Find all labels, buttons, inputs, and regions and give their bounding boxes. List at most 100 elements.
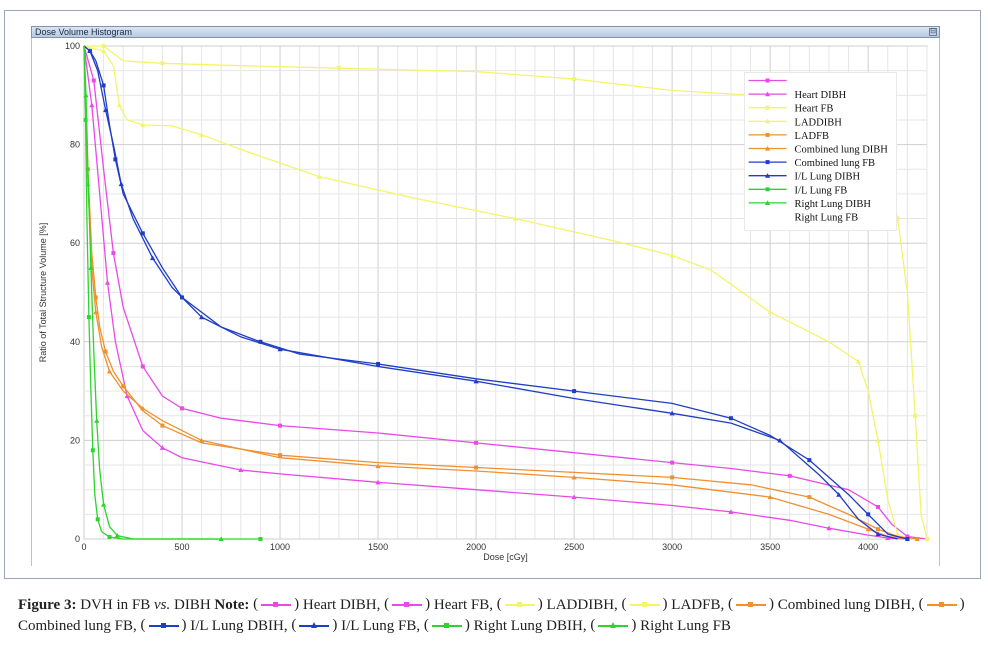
data-point <box>807 458 812 463</box>
y-tick-label: 100 <box>65 41 80 51</box>
data-point <box>101 48 107 54</box>
series-7 <box>83 45 898 540</box>
data-point <box>150 255 156 261</box>
data-point <box>765 78 770 83</box>
data-point <box>875 531 881 537</box>
x-tick-label: 500 <box>175 542 190 552</box>
data-point <box>670 460 675 465</box>
legend-entry <box>748 78 787 83</box>
x-tick-label: 2500 <box>564 542 584 552</box>
caption-item: Heart DIBH, <box>253 594 384 615</box>
data-point <box>160 61 165 66</box>
legend-label: Right Lung DIBH <box>795 199 872 210</box>
data-point <box>915 537 920 541</box>
data-point <box>473 378 479 384</box>
legend-label: Heart FB <box>795 104 834 115</box>
data-point <box>113 157 118 162</box>
caption-swatch <box>919 594 965 615</box>
data-point <box>258 537 263 541</box>
data-point <box>103 349 108 354</box>
legend-entry: Combined lung FB <box>748 158 876 169</box>
caption-text-2: DIBH <box>173 597 211 613</box>
figure-caption: Figure 3: DVH in FB vs. DIBH Note: Heart… <box>18 594 973 637</box>
legend-box <box>744 72 898 232</box>
x-tick-label: 3500 <box>760 542 780 552</box>
data-point <box>728 416 733 421</box>
swatch-marker <box>747 602 753 607</box>
data-point <box>765 105 770 110</box>
y-tick-label: 80 <box>70 140 80 150</box>
data-point <box>512 215 518 221</box>
x-tick-label: 2000 <box>466 542 486 552</box>
data-point <box>118 181 124 187</box>
swatch-marker <box>160 623 166 628</box>
caption-item: LADDIBH, <box>497 594 622 615</box>
dvh-window-titlebar: Dose Volume Histogram ⊟ <box>31 26 940 38</box>
data-point <box>140 122 146 127</box>
data-point <box>199 314 205 320</box>
data-point <box>87 48 93 54</box>
series-line <box>83 45 928 540</box>
caption-item-label: Combined lung FB, <box>18 618 141 634</box>
caption-item-label: Right Lung DBIH, <box>469 618 591 634</box>
data-point <box>86 315 91 320</box>
data-point <box>572 77 577 82</box>
data-point <box>375 463 381 469</box>
legend-entry: Right Lung FB <box>795 213 859 224</box>
caption-item: Combined lung DIBH, <box>728 594 919 615</box>
data-point <box>669 252 675 258</box>
caption-item: Right Lung FB <box>590 615 731 636</box>
x-tick-label: 3000 <box>662 542 682 552</box>
legend-label: Combined lung FB <box>795 158 876 169</box>
data-point <box>875 527 880 532</box>
caption-swatch <box>291 615 337 636</box>
data-point <box>474 440 479 445</box>
data-point <box>199 437 205 443</box>
caption-text-1: DVH in FB <box>80 597 151 613</box>
data-point <box>764 173 771 178</box>
caption-swatch <box>728 594 774 615</box>
data-point <box>104 280 111 285</box>
data-point <box>670 475 675 480</box>
legend-label: LADDIBH <box>795 117 843 128</box>
data-point <box>765 132 770 137</box>
series-9 <box>83 45 224 542</box>
swatch-marker <box>273 602 279 607</box>
data-point <box>101 44 106 48</box>
caption-item: I/L Lung DBIH, <box>141 615 292 636</box>
data-point <box>787 473 792 478</box>
series-8 <box>83 45 263 541</box>
swatch-marker <box>443 623 449 628</box>
data-point <box>913 413 918 418</box>
series-line <box>84 45 928 540</box>
y-tick-label: 60 <box>70 238 80 248</box>
data-point <box>875 437 881 443</box>
data-point <box>124 393 130 399</box>
caption-text-vs: vs. <box>153 597 171 613</box>
data-point <box>376 361 381 366</box>
caption-swatch <box>141 615 187 636</box>
legend-entry: LADFB <box>748 131 829 142</box>
data-point <box>88 265 94 270</box>
legend-entry: I/L Lung FB <box>748 185 847 196</box>
data-point <box>875 504 880 509</box>
data-point <box>102 107 109 113</box>
data-point <box>767 494 773 500</box>
figure-label: Figure 3: <box>18 597 77 613</box>
data-point <box>91 78 96 83</box>
swatch-marker <box>938 602 944 607</box>
data-point <box>107 535 112 540</box>
swatch-marker <box>516 602 522 607</box>
series-1 <box>83 45 908 541</box>
window-restore-icon[interactable]: ⊟ <box>929 28 937 36</box>
data-point <box>764 145 771 151</box>
caption-swatch <box>497 594 543 615</box>
chart-legend: Heart DIBH Heart FB LADDIBH LADFB Combined l… <box>744 72 898 232</box>
data-point <box>836 492 842 497</box>
x-tick-label: 4000 <box>858 542 878 552</box>
caption-item-label: LADFB, <box>667 597 728 613</box>
data-point <box>114 532 120 538</box>
data-point <box>111 251 116 256</box>
note-label: Note: <box>214 597 250 613</box>
data-point <box>278 453 283 458</box>
